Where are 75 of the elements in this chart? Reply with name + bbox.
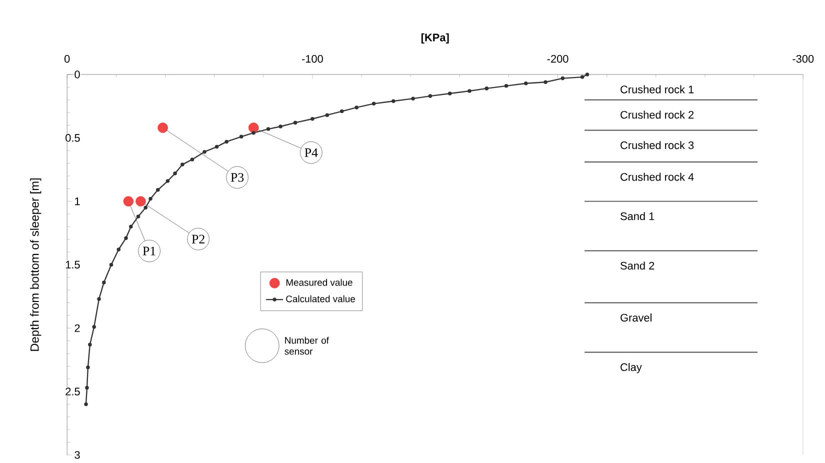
point (224, 140, 228, 144)
point (144, 206, 148, 210)
point (504, 84, 508, 88)
point (325, 113, 330, 118)
y-tick-label: 2.5 (66, 388, 80, 396)
y-tick-label: 2 (74, 324, 80, 332)
point (148, 196, 152, 201)
point (372, 102, 376, 106)
point (293, 120, 298, 125)
point (448, 92, 452, 96)
point (239, 134, 244, 139)
annotation: Clay (620, 363, 642, 374)
point (248, 122, 259, 133)
point (180, 162, 184, 166)
point (190, 158, 194, 162)
point (524, 82, 528, 86)
point (136, 196, 146, 207)
y-axis-title: Depth from bottom of sleeper [m] (30, 178, 42, 351)
annotation: Sand 2 (620, 262, 654, 270)
legend-label: Measured value (286, 278, 352, 286)
point (173, 172, 177, 176)
point (123, 196, 134, 207)
point (156, 188, 160, 192)
point (97, 297, 101, 301)
point (560, 76, 565, 80)
annotation: Crushed rock 3 (620, 141, 694, 150)
point (428, 94, 432, 98)
annotation: Crushed rock 2 (620, 110, 694, 119)
point (202, 150, 206, 154)
annotation: P3 (230, 173, 244, 182)
annotation: Crushed rock 4 (620, 172, 694, 181)
point (392, 99, 396, 104)
annotation: P4 (304, 148, 318, 157)
point (468, 89, 472, 93)
x-tick-label: -200 (547, 55, 568, 63)
point (340, 109, 344, 114)
point (278, 124, 282, 128)
point (84, 402, 88, 406)
annotation: Crushed rock 1 (620, 85, 694, 94)
y-tick-label: 1 (75, 198, 80, 206)
point (266, 127, 270, 131)
point (544, 80, 548, 84)
annotation: P2 (192, 234, 204, 244)
point (354, 106, 358, 110)
y-tick-label: 1.5 (66, 260, 80, 269)
point (129, 224, 133, 229)
point (92, 325, 96, 329)
x-axis-title: [KPa] (421, 33, 449, 44)
point (580, 75, 584, 79)
point (411, 96, 415, 101)
point (252, 131, 256, 135)
y-tick-label: 0 (74, 70, 80, 78)
point (85, 386, 89, 390)
point (124, 236, 128, 240)
point (86, 366, 90, 370)
point (88, 342, 92, 347)
x-tick-label: -100 (302, 55, 323, 63)
legend-label: Calculated value (286, 295, 355, 302)
point (585, 72, 590, 76)
y-tick-label: 3 (74, 451, 80, 459)
point (158, 122, 168, 133)
y-tick-label: 0.5 (66, 134, 80, 142)
point (484, 86, 489, 90)
point (136, 214, 140, 218)
x-tick-label: -300 (792, 55, 814, 63)
point (116, 248, 121, 252)
annotation: Sand 1 (620, 212, 654, 220)
point (214, 144, 219, 149)
point (109, 262, 114, 267)
annotation: P1 (142, 246, 156, 256)
point (310, 117, 314, 121)
point (102, 280, 106, 284)
point (166, 179, 170, 183)
annotation: Number of sensor (284, 336, 329, 355)
annotation: Gravel (620, 314, 652, 322)
